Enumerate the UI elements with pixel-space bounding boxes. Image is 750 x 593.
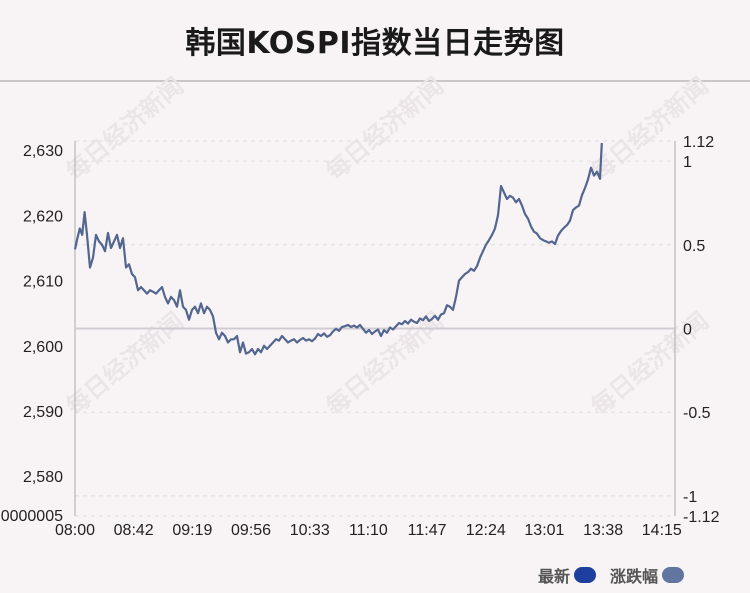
watermark-text: 每日经济新闻 <box>586 72 714 186</box>
left-tick-label: 2,610 <box>23 274 63 291</box>
x-tick-label: 09:56 <box>231 522 271 539</box>
right-tick-label: -0.5 <box>683 405 711 422</box>
watermark-text: 每日经济新闻 <box>61 307 189 421</box>
legend-swatch-change <box>662 567 684 583</box>
left-tick-label: 2,620 <box>23 208 63 225</box>
watermark-text: 每日经济新闻 <box>61 72 189 186</box>
x-tick-label: 13:38 <box>583 522 623 539</box>
legend-item-latest[interactable]: 最新 <box>538 563 596 587</box>
x-axis-tick-labels: 08:00 08:42 09:19 09:56 10:33 11:10 11:47 12:24… <box>55 522 682 539</box>
watermark-text: 每日经济新闻 <box>321 72 449 186</box>
right-tick-label: 1.12 <box>683 134 714 151</box>
grid-lines <box>75 140 675 517</box>
x-tick-label: 11:10 <box>349 522 388 539</box>
left-tick-label: 2,580 <box>23 469 63 486</box>
series-layer <box>73 142 603 356</box>
watermark-text: 每日经济新闻 <box>321 307 449 421</box>
right-tick-label: 0.5 <box>683 238 705 255</box>
legend: 最新 涨跌幅 <box>538 563 684 587</box>
left-tick-label: 2,600 <box>23 339 63 356</box>
x-tick-label: 10:33 <box>290 522 330 539</box>
x-tick-label: 09:19 <box>172 522 212 539</box>
axes <box>74 141 676 516</box>
right-tick-label: -1.12 <box>683 509 720 526</box>
left-axis-tick-labels: 2,580 2,590 2,600 2,610 2,620 2,630 0000005 <box>1 143 63 525</box>
chart-title: 韩国KOSPI指数当日走势图 <box>185 26 565 61</box>
legend-label-latest: 最新 <box>537 567 570 586</box>
right-tick-label: 1 <box>683 154 692 171</box>
watermark-text: 每日经济新闻 <box>586 307 714 421</box>
legend-item-change[interactable]: 涨跌幅 <box>610 563 684 587</box>
series-line-0 <box>73 142 603 356</box>
right-tick-label: -1 <box>683 489 697 506</box>
x-tick-label: 11:47 <box>408 522 447 539</box>
left-tick-label-bottom: 0000005 <box>1 508 63 525</box>
title-divider <box>0 80 750 82</box>
x-tick-label: 12:24 <box>466 522 506 539</box>
x-tick-label: 14:15 <box>642 522 682 539</box>
x-tick-label: 13:01 <box>524 522 564 539</box>
left-tick-label: 2,630 <box>23 143 63 160</box>
x-tick-label: 08:42 <box>114 522 154 539</box>
right-axis-tick-labels: -1.12 -1 -0.5 0 0.5 1 1.12 <box>683 134 720 526</box>
legend-label-change: 涨跌幅 <box>609 567 658 586</box>
x-tick-label: 08:00 <box>55 522 95 539</box>
left-tick-label: 2,590 <box>23 404 63 421</box>
legend-swatch-latest <box>573 567 596 583</box>
right-tick-label: 0 <box>683 322 692 339</box>
